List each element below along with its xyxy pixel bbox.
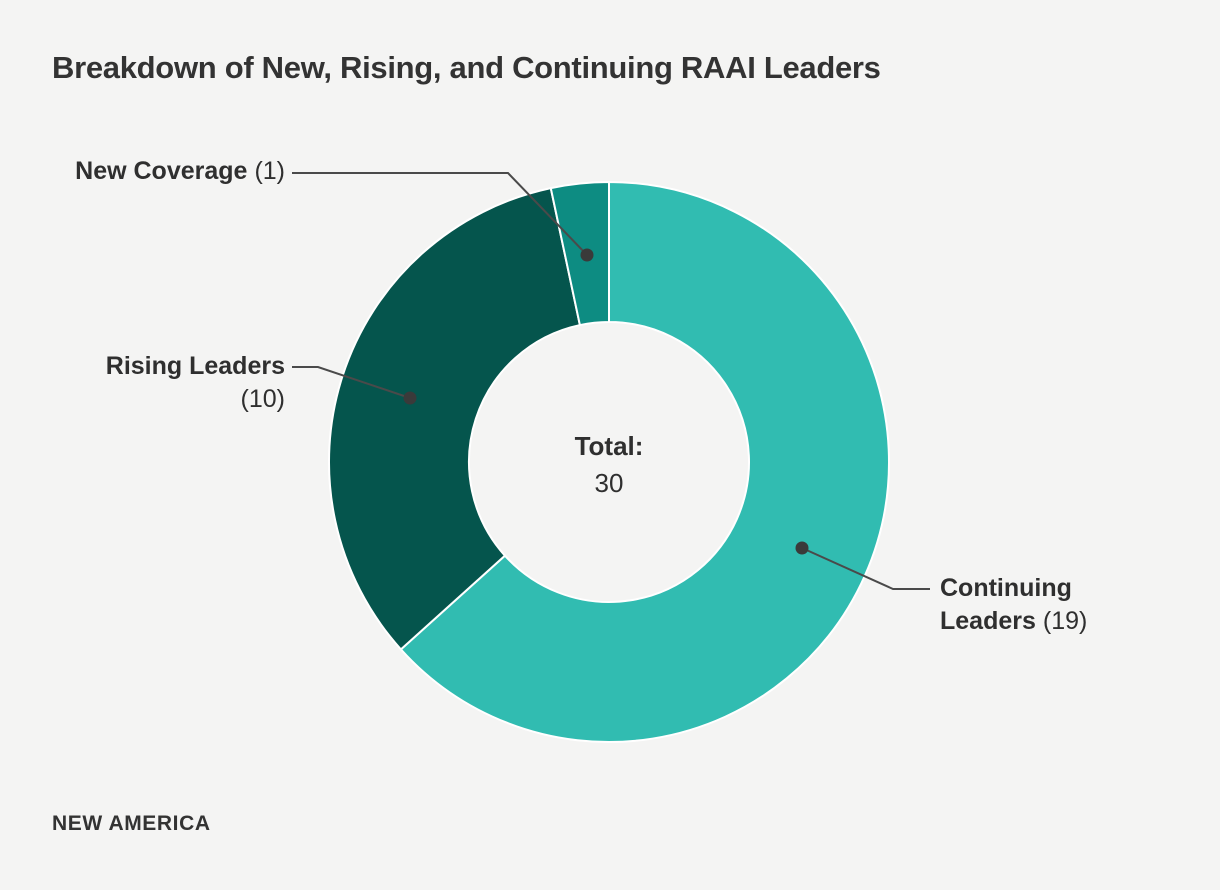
leader-line-new-coverage bbox=[292, 172, 588, 256]
chart-title: Breakdown of New, Rising, and Continuing… bbox=[52, 50, 881, 85]
callout-continuing-leaders-name-line1: Continuing bbox=[940, 574, 1072, 602]
leader-dot-rising-leaders bbox=[403, 391, 417, 405]
leader-line-continuing-leaders bbox=[801, 547, 930, 590]
callout-continuing-leaders-count: (19) bbox=[1042, 607, 1088, 635]
callout-new-coverage-count: (1) bbox=[254, 157, 285, 185]
callout-continuing-leaders-line2: Leaders (19) bbox=[940, 605, 1087, 638]
callout-continuing-leaders: Continuing Leaders (19) bbox=[940, 572, 1087, 638]
callout-rising-leaders: Rising Leaders (10) bbox=[106, 350, 285, 416]
callout-rising-leaders-name: Rising Leaders bbox=[105, 352, 285, 380]
leader-dot-continuing-leaders bbox=[795, 541, 809, 555]
total-label: Total: bbox=[574, 431, 644, 461]
callout-continuing-leaders-name-line2: Leaders bbox=[940, 607, 1036, 635]
slice-continuing-leaders[interactable] bbox=[399, 180, 890, 743]
donut-center-annotation: Total: 30 bbox=[575, 429, 644, 500]
slice-new-coverage[interactable] bbox=[549, 180, 610, 327]
leader-dot-new-coverage bbox=[580, 248, 594, 262]
total-value: 30 bbox=[594, 468, 624, 498]
leader-line-rising-leaders bbox=[292, 366, 411, 399]
brand-logo-text: NEW AMERICA bbox=[52, 812, 211, 835]
callout-new-coverage-name: New Coverage bbox=[75, 157, 248, 185]
callout-rising-leaders-count: (10) bbox=[240, 385, 285, 413]
callout-new-coverage: New Coverage (1) bbox=[75, 156, 285, 186]
slice-rising-leaders[interactable] bbox=[327, 186, 582, 651]
